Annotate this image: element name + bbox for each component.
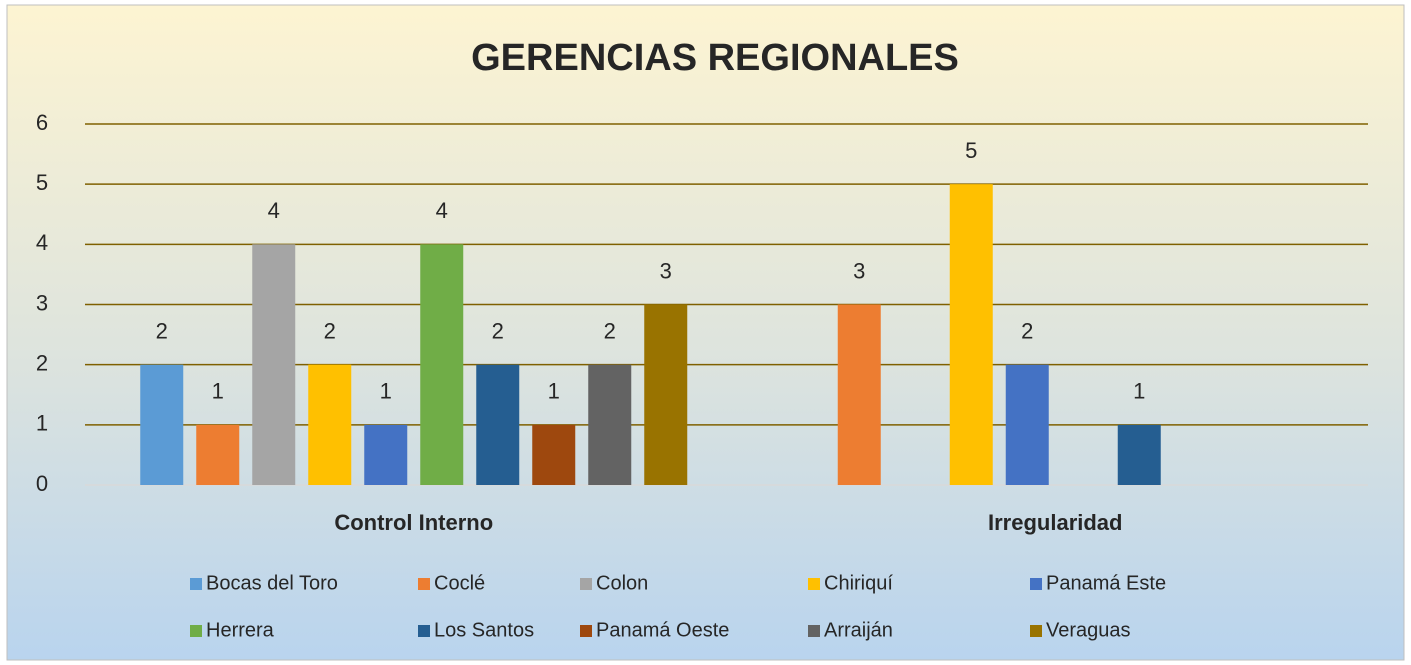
legend-marker bbox=[190, 625, 202, 637]
bar bbox=[308, 364, 352, 485]
legend-label: Veraguas bbox=[1046, 619, 1131, 641]
legend-marker bbox=[1030, 578, 1042, 590]
y-tick-label: 3 bbox=[36, 290, 48, 315]
y-tick-label: 5 bbox=[36, 170, 48, 195]
legend-label: Panamá Este bbox=[1046, 572, 1166, 594]
value-label: 5 bbox=[965, 138, 977, 163]
bar bbox=[140, 364, 184, 485]
bar bbox=[364, 424, 408, 485]
y-tick-label: 2 bbox=[36, 350, 48, 375]
legend-label: Panamá Oeste bbox=[596, 619, 729, 641]
bar bbox=[837, 304, 881, 485]
value-label: 2 bbox=[156, 318, 168, 343]
y-tick-label: 6 bbox=[36, 110, 48, 135]
value-label: 2 bbox=[324, 318, 336, 343]
y-tick-label: 0 bbox=[36, 471, 48, 496]
y-tick-label: 4 bbox=[36, 230, 48, 255]
value-label: 4 bbox=[268, 198, 280, 223]
bar bbox=[1117, 424, 1161, 485]
legend-label: Bocas del Toro bbox=[206, 572, 338, 594]
value-label: 1 bbox=[212, 379, 224, 404]
bar bbox=[420, 244, 464, 485]
bar bbox=[644, 304, 688, 485]
chart-title: GERENCIAS REGIONALES bbox=[471, 37, 959, 79]
value-label: 3 bbox=[853, 258, 865, 283]
bar bbox=[1005, 364, 1049, 485]
value-label: 1 bbox=[1133, 379, 1145, 404]
bar bbox=[252, 244, 296, 485]
legend-label: Coclé bbox=[434, 572, 485, 594]
value-label: 2 bbox=[1021, 318, 1033, 343]
bar bbox=[196, 424, 240, 485]
legend-label: Los Santos bbox=[434, 619, 534, 641]
chart-background bbox=[6, 4, 1405, 661]
legend-marker bbox=[808, 625, 820, 637]
legend-marker bbox=[580, 625, 592, 637]
y-tick-label: 1 bbox=[36, 411, 48, 436]
legend-marker bbox=[190, 578, 202, 590]
bar bbox=[476, 364, 520, 485]
value-label: 2 bbox=[604, 318, 616, 343]
bar bbox=[532, 424, 576, 485]
legend-label: Chiriquí bbox=[824, 572, 893, 594]
value-label: 1 bbox=[548, 379, 560, 404]
bar bbox=[949, 184, 993, 485]
value-label: 3 bbox=[660, 258, 672, 283]
legend-label: Arraiján bbox=[824, 619, 893, 641]
value-label: 1 bbox=[380, 379, 392, 404]
value-label: 4 bbox=[436, 198, 448, 223]
x-tick-label: Irregularidad bbox=[988, 510, 1122, 535]
bar bbox=[588, 364, 632, 485]
legend-marker bbox=[580, 578, 592, 590]
legend-marker bbox=[1030, 625, 1042, 637]
value-label: 2 bbox=[492, 318, 504, 343]
legend-marker bbox=[418, 625, 430, 637]
legend-label: Colon bbox=[596, 572, 648, 594]
legend-label: Herrera bbox=[206, 619, 275, 641]
x-tick-label: Control Interno bbox=[334, 510, 493, 535]
legend-marker bbox=[418, 578, 430, 590]
legend-marker bbox=[808, 578, 820, 590]
